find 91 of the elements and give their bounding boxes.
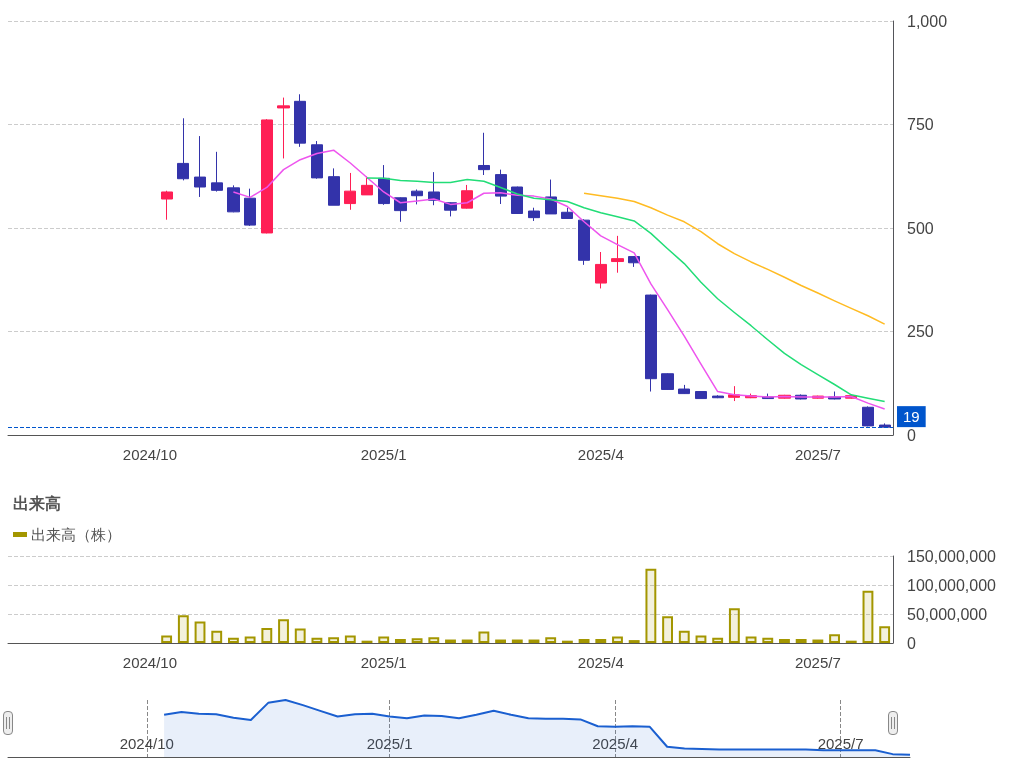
bar (394, 638, 406, 643)
candlestick (695, 390, 707, 400)
candlestick (428, 171, 440, 206)
candlestick (177, 117, 189, 181)
candlestick (244, 188, 256, 227)
candlestick (294, 93, 306, 148)
candlestick (578, 218, 590, 266)
candlestick (478, 132, 490, 176)
candlestick (561, 207, 573, 220)
bar (428, 637, 440, 643)
bar (278, 619, 289, 643)
x-tick-label: 2025/4 (592, 735, 639, 752)
bar (228, 637, 239, 643)
y-tick-label: 250 (907, 323, 934, 340)
legend-label: 出来高（株） (31, 526, 121, 543)
bar (662, 616, 673, 643)
bar (378, 636, 390, 643)
y-tick-label: 750 (907, 116, 934, 133)
candlestick (461, 184, 473, 210)
bar (294, 628, 306, 643)
candlestick (595, 251, 607, 289)
bar (745, 636, 757, 643)
bar (645, 568, 657, 643)
bar (862, 590, 874, 643)
x-tick-label: 2025/7 (794, 654, 841, 671)
bar (211, 630, 223, 643)
y-tick-label: 1,000 (907, 12, 948, 30)
candlestick (528, 207, 540, 222)
bar (344, 635, 356, 643)
bar (411, 638, 423, 643)
candlestick (645, 294, 657, 393)
candlestick (511, 186, 523, 215)
line-series (583, 192, 886, 325)
y-tick-label: 50,000,000 (907, 605, 988, 623)
bar (695, 635, 707, 643)
candlestick (227, 184, 240, 213)
candlestick (211, 151, 223, 193)
bar (612, 636, 623, 643)
candlestick (411, 189, 423, 205)
candlestick (712, 394, 724, 399)
y-tick-label: 100,000,000 (907, 576, 997, 594)
y-tick-label: 0 (907, 634, 916, 652)
x-tick-label: 2024/10 (119, 735, 174, 752)
bar (728, 608, 740, 643)
bar (779, 638, 790, 643)
bar (678, 630, 690, 643)
candlestick (661, 372, 674, 391)
bar (194, 621, 206, 643)
x-tick-label: 2025/1 (360, 446, 407, 463)
y-tick-label: 0 (907, 426, 916, 444)
bar (161, 635, 173, 643)
bar (244, 636, 256, 643)
candlestick (611, 235, 624, 274)
candlestick (862, 405, 874, 427)
x-tick-label: 2025/7 (817, 735, 864, 752)
bar (879, 626, 891, 643)
bar (795, 638, 807, 643)
y-tick-label: 500 (907, 219, 934, 237)
bar (762, 637, 774, 643)
bar (545, 637, 557, 643)
x-tick-label: 2024/10 (122, 446, 178, 463)
candlestick (277, 97, 290, 159)
candlestick (261, 118, 273, 234)
bar (829, 634, 840, 643)
ref-line-label: 19 (903, 408, 920, 426)
x-tick-label: 2025/7 (794, 446, 841, 463)
line-series (232, 149, 886, 410)
x-tick-label: 2025/1 (366, 735, 413, 752)
y-tick-label: 150,000,000 (907, 547, 997, 565)
bar (595, 638, 607, 643)
bar (578, 638, 590, 643)
bar (478, 631, 490, 643)
candlestick (161, 190, 173, 221)
candlestick (311, 140, 323, 180)
bar (328, 637, 340, 643)
bar (712, 637, 724, 643)
bar (311, 637, 323, 643)
x-tick-label: 2025/1 (360, 654, 407, 671)
candlestick (344, 172, 356, 211)
candlestick (678, 384, 690, 395)
candlestick (361, 175, 373, 196)
candlestick (879, 422, 891, 429)
x-tick-label: 2024/10 (122, 654, 178, 671)
bar (261, 627, 273, 643)
candlestick (328, 167, 340, 206)
chart-title: 出来高 (13, 493, 61, 512)
x-tick-label: 2025/4 (577, 446, 624, 463)
line-series (366, 177, 886, 403)
x-tick-label: 2025/4 (577, 654, 624, 671)
candlestick (194, 135, 206, 198)
bar (177, 615, 189, 643)
